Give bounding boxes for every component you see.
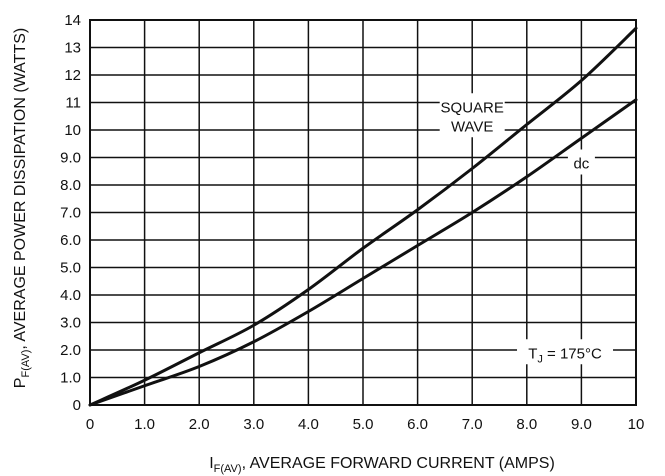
series-line-dc	[88, 98, 638, 407]
y-axis-title: PF(AV), AVERAGE POWER DISSIPATION (WATTS…	[12, 28, 32, 388]
y-tick-label: 9.0	[60, 150, 81, 167]
y-tick-label: 5.0	[60, 260, 81, 277]
annotation-text: dc	[573, 156, 589, 173]
tick-layer: 0 1.0 2.0 3.0 4.0 5.0 6.0 7.0 8.0 9.0 10 0 1.0 2.0 3.0…	[60, 12, 644, 433]
annotation-dc: dc	[567, 149, 595, 175]
x-tick-label: 6.0	[407, 416, 428, 433]
y-tick-label: 6.0	[60, 232, 81, 249]
annotation-square-wave: SQUARE WAVE	[439, 93, 505, 138]
y-tick-label: 13	[64, 40, 81, 57]
y-tick-label: 8.0	[60, 177, 81, 194]
x-tick-label: 5.0	[353, 416, 374, 433]
x-tick-label: 3.0	[243, 416, 264, 433]
annotation-text: WAVE	[451, 118, 494, 135]
x-tick-label: 4.0	[298, 416, 319, 433]
x-tick-label: 9.0	[571, 416, 592, 433]
x-tick-label: 8.0	[516, 416, 537, 433]
y-tick-label: 12	[64, 67, 81, 84]
series-line-square-wave	[88, 26, 638, 407]
annotation-background	[567, 149, 595, 175]
y-tick-label: 1.0	[60, 370, 81, 387]
x-tick-label: 0	[86, 416, 94, 433]
y-tick-label: 7.0	[60, 205, 81, 222]
x-axis-title: IF(AV), AVERAGE FORWARD CURRENT (AMPS)	[209, 455, 555, 475]
plot-frame	[89, 19, 637, 406]
x-tick-label: 1.0	[134, 416, 155, 433]
y-tick-label: 0	[73, 397, 81, 414]
y-tick-label: 11	[65, 95, 81, 112]
y-tick-label: 4.0	[60, 287, 81, 304]
grid-layer	[89, 19, 637, 406]
annotation-layer: SQUARE WAVE dc TJ = 175°C	[439, 93, 614, 365]
annotation-text: SQUARE	[441, 99, 504, 116]
x-tick-label: 7.0	[462, 416, 483, 433]
y-tick-label: 2.0	[60, 342, 81, 359]
y-tick-label: 14	[64, 12, 81, 29]
annotation-tj: TJ = 175°C	[517, 339, 614, 365]
y-tick-label: 3.0	[60, 315, 81, 332]
y-tick-label: 10	[64, 122, 81, 139]
annotation-background	[439, 93, 505, 138]
x-tick-label: 10	[628, 416, 645, 433]
x-tick-label: 2.0	[189, 416, 210, 433]
annotation-background	[517, 339, 614, 365]
annotation-text: TJ = 175°C	[528, 345, 602, 365]
curve-layer	[88, 26, 638, 407]
